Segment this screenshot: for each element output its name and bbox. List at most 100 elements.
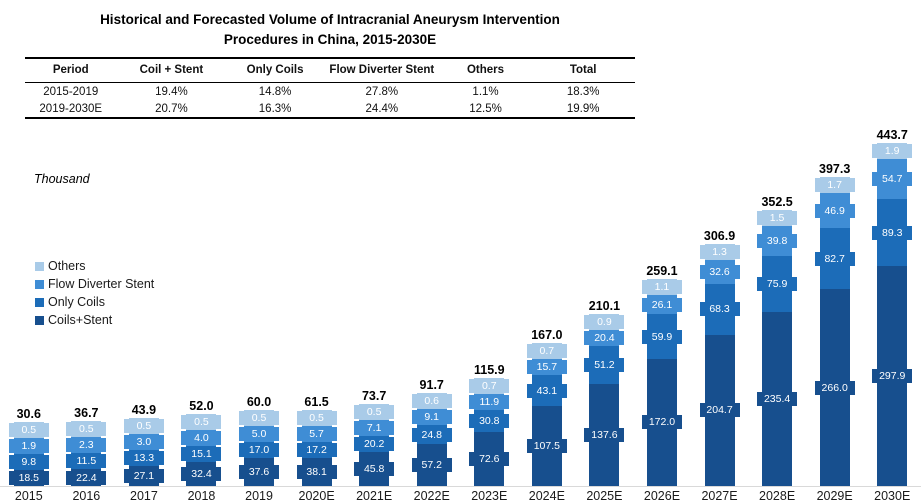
bar-segment-coils-stent: 266.0 (814, 289, 855, 486)
value-label: 0.5 (239, 411, 280, 426)
x-axis-label: 2020E (298, 489, 335, 503)
bar-segment-only-coils: 30.8 (469, 409, 510, 433)
bar-segment-only-coils: 51.2 (584, 346, 625, 385)
x-axis-label: 2027E (701, 489, 738, 503)
value-label: 0.5 (123, 418, 164, 433)
bars-area: 30.6 0.5 1.9 9.8 18.5 36.7 0.5 2.3 11.5 22.4 43.9 0… (0, 121, 921, 486)
value-label: 38.1 (296, 464, 337, 479)
total-label: 443.7 (876, 128, 908, 143)
bar-segment-only-coils: 17.2 (296, 441, 337, 458)
chart-title-line2: Procedures in China, 2015-2030E (223, 31, 437, 47)
bar-segment-coils-stent: 235.4 (757, 311, 798, 486)
bar-segment-coils-stent: 45.8 (354, 452, 395, 486)
bar-segment-others: 1.5 (757, 210, 798, 227)
bar-segment-only-coils: 59.9 (641, 314, 682, 359)
total-label: 73.7 (361, 389, 387, 404)
value-label: 5.0 (239, 427, 280, 442)
x-axis-label: 2025E (586, 489, 623, 503)
value-label: 3.0 (123, 434, 164, 449)
value-label: 24.8 (411, 427, 452, 442)
bar-segment-only-coils: 15.1 (181, 446, 222, 463)
bar-segment-flow-diverter-stent: 5.7 (296, 425, 337, 442)
value-label: 13.3 (123, 450, 164, 465)
value-label: 26.1 (641, 297, 682, 312)
bar-segment-only-coils: 43.1 (526, 374, 567, 407)
bar-segment-flow-diverter-stent: 11.9 (469, 393, 510, 410)
bar-segment-flow-diverter-stent: 3.0 (123, 433, 164, 450)
value-label: 5.7 (296, 426, 337, 441)
bar-segment-only-coils: 82.7 (814, 227, 855, 290)
bar-segment-others: 0.9 (584, 314, 625, 331)
table-cell: 18.3% (566, 85, 600, 98)
chart-title: Historical and Forecasted Volume of Intr… (25, 10, 635, 49)
bar-segment-flow-diverter-stent: 2.3 (66, 437, 107, 454)
total-label: 210.1 (588, 299, 621, 314)
bar-segment-flow-diverter-stent: 5.0 (239, 426, 280, 443)
value-label: 266.0 (814, 380, 855, 395)
value-label: 30.8 (469, 413, 510, 428)
x-axis: 2015 2016 2017 2018 2019 2020E 2021E 2022E 2023E… (0, 486, 921, 503)
bar-segment-others: 0.5 (239, 410, 280, 427)
bar-segment-only-coils: 68.3 (699, 284, 740, 335)
legend-label: Others (48, 259, 86, 273)
legend-item-only-coils: Only Coils (35, 295, 154, 309)
total-label: 30.6 (16, 407, 41, 421)
value-label: 32.4 (181, 467, 222, 482)
total-label: 61.5 (304, 394, 329, 409)
table-cell: 24.4% (365, 102, 399, 115)
legend-item-flow-diverter-stent: Flow Diverter Stent (35, 277, 154, 291)
bar-segment-coils-stent: 297.9 (872, 265, 913, 486)
value-label: 1.9 (8, 439, 49, 453)
chart-legend: Others Flow Diverter Stent Only Coils Co… (35, 259, 154, 331)
bar-segment-others: 0.5 (354, 404, 395, 421)
stacked-bar: 1.9 54.7 89.3 297.9 (872, 143, 913, 486)
legend-swatch-only-coils (35, 297, 44, 307)
table-cell: 12.5% (469, 102, 502, 115)
table-row: 2015-2019 19.4% 14.8% 27.8% 1.1% 18.3% (25, 82, 635, 100)
value-label: 0.5 (296, 410, 337, 425)
value-label: 1.9 (872, 144, 913, 159)
total-label: 115.9 (473, 362, 505, 377)
bar-column: 210.1 0.9 20.4 51.2 137.6 (576, 299, 634, 486)
table-cell: 20.7% (155, 102, 188, 115)
value-label: 43.1 (526, 383, 567, 398)
bar-segment-coils-stent: 27.1 (123, 465, 164, 486)
bar-segment-coils-stent: 57.2 (411, 443, 452, 486)
bar-segment-coils-stent: 38.1 (296, 457, 337, 486)
value-label: 2.3 (66, 438, 107, 453)
value-label: 17.0 (239, 443, 280, 458)
bar-segment-others: 0.7 (469, 377, 510, 394)
value-label: 0.5 (354, 405, 395, 420)
legend-swatch-coils-stent (35, 315, 44, 325)
table-row: 2019-2030E 20.7% 16.3% 24.4% 12.5% 19.9% (25, 100, 635, 118)
bar-column: 30.6 0.5 1.9 9.8 18.5 (0, 407, 58, 486)
value-label: 297.9 (872, 368, 913, 383)
bar-segment-only-coils: 11.5 (66, 453, 107, 470)
value-label: 0.7 (526, 343, 567, 358)
bar-segment-coils-stent: 172.0 (641, 358, 682, 486)
bar-segment-others: 1.1 (641, 279, 682, 296)
bar-segment-flow-diverter-stent: 26.1 (641, 295, 682, 315)
value-label: 0.7 (469, 378, 510, 393)
value-label: 75.9 (757, 276, 798, 291)
bar-segment-others: 0.6 (411, 393, 452, 410)
bar-segment-flow-diverter-stent: 46.9 (814, 193, 855, 228)
table-header-only-coils: Only Coils (226, 58, 324, 83)
table-header-others: Others (439, 58, 532, 83)
total-label: 352.5 (761, 195, 793, 210)
stacked-bar: 0.5 7.1 20.2 45.8 (354, 404, 395, 486)
value-label: 27.1 (123, 468, 164, 483)
x-axis-label: 2016 (72, 489, 101, 503)
value-label: 68.3 (699, 302, 740, 317)
value-label: 45.8 (354, 462, 395, 477)
legend-label: Coils+Stent (48, 313, 113, 327)
value-label: 204.7 (699, 403, 740, 418)
legend-label: Only Coils (48, 295, 105, 309)
x-axis-label: 2026E (643, 489, 681, 503)
bar-segment-coils-stent: 72.6 (469, 432, 510, 486)
x-axis-label: 2029E (816, 489, 853, 503)
x-axis-label: 2024E (528, 489, 565, 503)
bar-segment-flow-diverter-stent: 9.1 (411, 409, 452, 426)
value-label: 17.2 (296, 442, 337, 457)
legend-item-coils-stent: Coils+Stent (35, 313, 154, 327)
